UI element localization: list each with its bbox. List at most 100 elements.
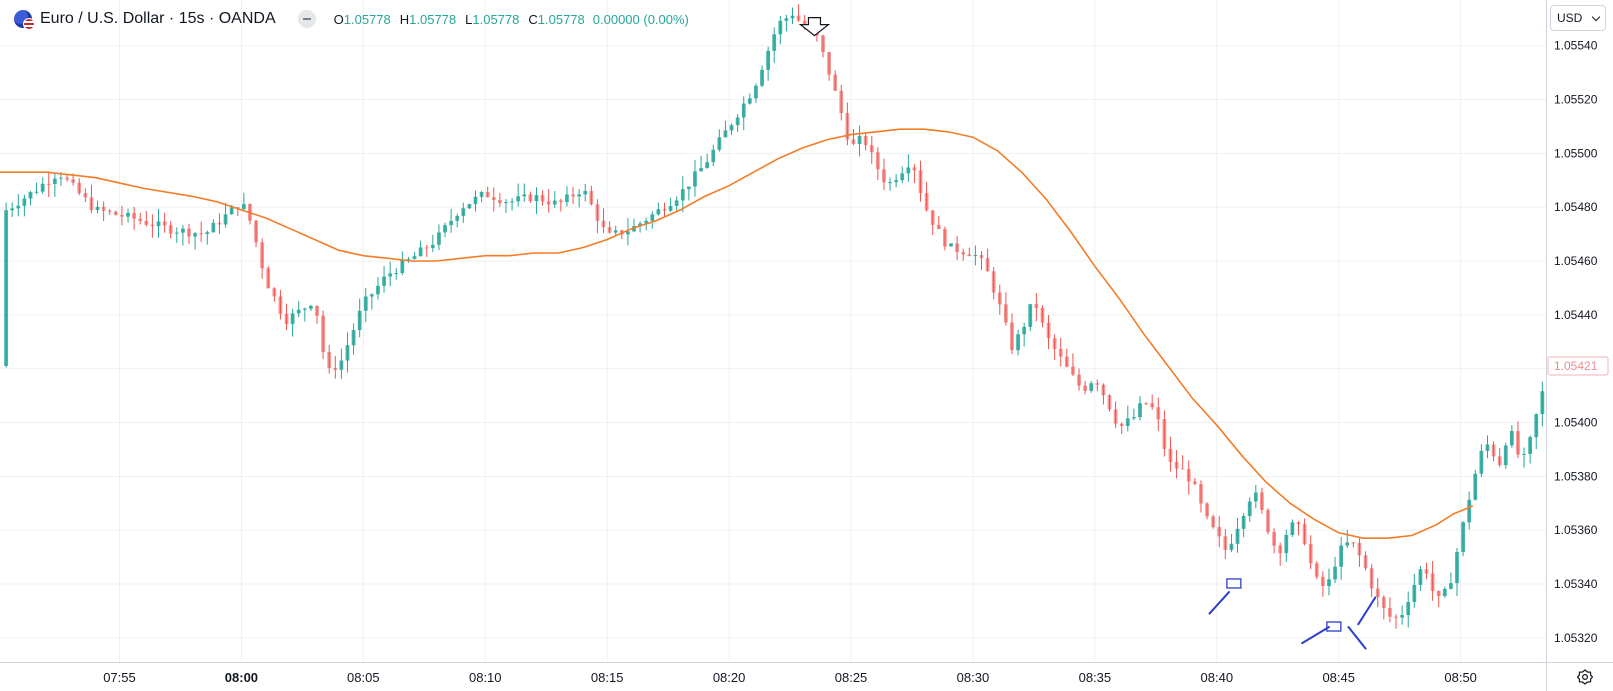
candle-body xyxy=(754,85,758,99)
candle-body xyxy=(1125,418,1130,426)
candle-body xyxy=(924,193,929,211)
candle-body xyxy=(1461,522,1465,552)
candle-body xyxy=(327,352,332,368)
candle-body xyxy=(1010,322,1014,351)
annotation-box[interactable] xyxy=(1326,621,1342,632)
candle-body xyxy=(491,197,496,201)
x-tick-label: 08:05 xyxy=(347,670,380,685)
candle-body xyxy=(406,259,411,261)
annotation-stroke[interactable] xyxy=(1208,591,1230,615)
candle-body xyxy=(1052,338,1057,349)
candle-body xyxy=(424,247,429,249)
currency-select[interactable]: USD xyxy=(1550,5,1606,31)
candle-body xyxy=(254,220,258,243)
annotation-stroke[interactable] xyxy=(1357,596,1377,626)
candle-body xyxy=(1162,419,1167,449)
candle-body xyxy=(205,232,210,234)
candle-body xyxy=(894,180,899,183)
candle-body xyxy=(113,211,118,215)
candle-body xyxy=(796,15,801,21)
candle-body xyxy=(1278,545,1283,554)
candle-body xyxy=(1040,307,1045,323)
candle-body xyxy=(22,198,27,206)
candle-body xyxy=(1345,542,1350,546)
candle-body xyxy=(400,260,405,274)
candle-body xyxy=(1077,374,1081,386)
candle-body xyxy=(132,212,137,219)
candle-body xyxy=(705,162,710,168)
x-tick-label: 08:20 xyxy=(713,670,746,685)
ohlc-low: L1.05778 xyxy=(465,11,520,27)
candle-body xyxy=(772,34,777,51)
candle-body xyxy=(241,204,246,209)
candle-body xyxy=(290,313,295,325)
candle-body xyxy=(1016,334,1020,351)
candle-body xyxy=(1430,573,1435,591)
candle-body xyxy=(107,210,112,212)
sell-arrow-icon[interactable] xyxy=(798,17,831,37)
candle-body xyxy=(1217,527,1222,537)
candle-body xyxy=(644,220,649,224)
candle-body xyxy=(1046,322,1051,339)
candle-body xyxy=(778,20,783,35)
candle-body xyxy=(1424,569,1429,574)
time-scale-panel[interactable] xyxy=(0,662,1546,691)
candle-body xyxy=(857,136,862,144)
candle-body xyxy=(1101,384,1106,396)
chart-settings-button[interactable] xyxy=(1576,668,1594,686)
candle-body xyxy=(479,192,484,197)
price-change: 0.00000 (0.00%) xyxy=(592,11,689,27)
candle-body xyxy=(656,209,661,215)
candle-body xyxy=(162,221,167,226)
candle-body xyxy=(1003,304,1008,323)
candle-body xyxy=(1369,568,1374,589)
candle-body xyxy=(59,177,63,179)
candle-body xyxy=(571,194,575,197)
candle-body xyxy=(741,103,746,118)
candle-body xyxy=(1308,543,1313,564)
candle-body xyxy=(473,196,478,205)
y-tick-label: 1.05400 xyxy=(1554,415,1598,429)
candle-body xyxy=(412,256,417,260)
candle-body xyxy=(1034,304,1039,308)
candle-body xyxy=(650,214,655,221)
currency-label: USD xyxy=(1557,11,1583,25)
candle-body xyxy=(223,214,228,225)
candle-body xyxy=(973,255,978,257)
candle-body xyxy=(638,223,642,227)
y-tick-label: 1.05500 xyxy=(1554,146,1598,160)
candle-body xyxy=(735,117,740,126)
annotation-box[interactable] xyxy=(1226,578,1242,589)
candle-body xyxy=(863,136,868,146)
last-price-label: 1.05421 xyxy=(1554,359,1598,373)
candle-body xyxy=(1327,579,1331,587)
minus-icon xyxy=(302,18,311,20)
candle-body xyxy=(266,268,271,289)
candle-body xyxy=(936,224,941,230)
candle-body xyxy=(1272,532,1276,546)
candle-body xyxy=(1497,456,1502,466)
candle-body xyxy=(1449,583,1453,589)
candle-body xyxy=(528,194,533,202)
symbol-title[interactable]: Euro / U.S. Dollar · 15s · OANDA xyxy=(40,10,276,27)
price-scale-panel[interactable] xyxy=(1546,0,1613,691)
eurusd-flag-icon xyxy=(14,10,35,30)
candle-body xyxy=(930,210,935,225)
candle-body xyxy=(1320,576,1325,587)
candle-body xyxy=(949,243,953,247)
candle-body xyxy=(95,206,100,211)
candle-body xyxy=(351,330,356,346)
candle-body xyxy=(382,276,386,286)
candle-body xyxy=(430,244,435,249)
annotation-stroke[interactable] xyxy=(1301,626,1330,645)
candle-body xyxy=(882,169,886,183)
annotation-stroke[interactable] xyxy=(1347,626,1367,650)
candle-body xyxy=(40,183,45,192)
hide-legend-button[interactable] xyxy=(297,10,316,28)
candle-body xyxy=(260,242,265,269)
candle-body xyxy=(583,190,588,195)
candle-body xyxy=(369,294,374,297)
candle-body xyxy=(10,208,15,211)
candle-body xyxy=(918,170,923,194)
